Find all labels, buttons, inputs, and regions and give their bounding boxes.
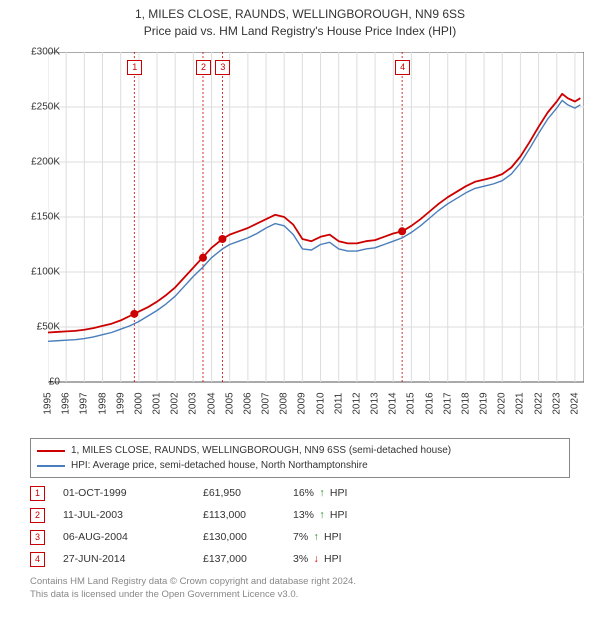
x-tick-label: 2010 (315, 392, 326, 414)
y-tick-label: £250K (14, 102, 60, 113)
legend-label: HPI: Average price, semi-detached house,… (71, 460, 368, 471)
footer: Contains HM Land Registry data © Crown c… (30, 576, 356, 602)
sale-diff: 3% ↓ HPI (293, 553, 403, 565)
x-tick-label: 2011 (333, 393, 344, 415)
footer-line-2: This data is licensed under the Open Gov… (30, 589, 356, 602)
x-tick-label: 2003 (188, 392, 199, 414)
sale-diff: 16% ↑ HPI (293, 487, 403, 499)
legend: 1, MILES CLOSE, RAUNDS, WELLINGBOROUGH, … (30, 438, 570, 478)
x-tick-label: 2009 (297, 392, 308, 414)
y-tick-label: £0 (14, 377, 60, 388)
sale-marker-3: 3 (215, 60, 230, 75)
arrow-down-icon: ↓ (311, 553, 321, 565)
legend-label: 1, MILES CLOSE, RAUNDS, WELLINGBOROUGH, … (71, 445, 451, 456)
sale-date: 06-AUG-2004 (45, 531, 203, 543)
y-tick-label: £50K (14, 322, 60, 333)
x-tick-label: 2008 (279, 392, 290, 414)
sale-row: 211-JUL-2003£113,00013% ↑ HPI (30, 504, 403, 526)
sale-marker-4: 4 (395, 60, 410, 75)
chart (48, 52, 584, 400)
x-tick-label: 2017 (442, 392, 453, 414)
x-tick-label: 2020 (497, 392, 508, 414)
x-tick-label: 2002 (170, 392, 181, 414)
x-tick-label: 1999 (115, 392, 126, 414)
x-tick-label: 2012 (351, 392, 362, 414)
x-tick-label: 2023 (551, 392, 562, 414)
arrow-up-icon: ↑ (317, 509, 327, 521)
x-tick-label: 1995 (43, 392, 54, 414)
x-tick-label: 1997 (79, 392, 90, 414)
x-tick-label: 2014 (388, 392, 399, 414)
x-tick-label: 2018 (460, 392, 471, 414)
y-tick-label: £200K (14, 157, 60, 168)
y-tick-label: £100K (14, 267, 60, 278)
sale-row: 306-AUG-2004£130,0007% ↑ HPI (30, 526, 403, 548)
sale-diff: 7% ↑ HPI (293, 531, 403, 543)
sale-price: £130,000 (203, 531, 293, 543)
sale-price: £137,000 (203, 553, 293, 565)
x-tick-label: 2000 (133, 392, 144, 414)
x-tick-label: 2005 (224, 392, 235, 414)
sale-price: £61,950 (203, 487, 293, 499)
x-tick-label: 2001 (152, 392, 163, 414)
sale-row-marker: 2 (30, 508, 45, 523)
title-line-2: Price paid vs. HM Land Registry's House … (0, 23, 600, 40)
sale-row-marker: 3 (30, 530, 45, 545)
arrow-up-icon: ↑ (317, 487, 327, 499)
sales-table: 101-OCT-1999£61,95016% ↑ HPI211-JUL-2003… (30, 482, 403, 570)
sale-row-marker: 4 (30, 552, 45, 567)
x-tick-label: 1998 (97, 392, 108, 414)
sale-date: 01-OCT-1999 (45, 487, 203, 499)
sale-row-marker: 1 (30, 486, 45, 501)
y-tick-label: £300K (14, 47, 60, 58)
x-tick-label: 2016 (424, 392, 435, 414)
sale-row: 427-JUN-2014£137,0003% ↓ HPI (30, 548, 403, 570)
sale-date: 27-JUN-2014 (45, 553, 203, 565)
sale-row: 101-OCT-1999£61,95016% ↑ HPI (30, 482, 403, 504)
sale-marker-2: 2 (196, 60, 211, 75)
legend-swatch (37, 465, 65, 467)
sale-diff: 13% ↑ HPI (293, 509, 403, 521)
x-tick-label: 1996 (61, 392, 72, 414)
sale-marker-1: 1 (127, 60, 142, 75)
x-tick-label: 2007 (261, 392, 272, 414)
x-tick-label: 2015 (406, 392, 417, 414)
legend-item: HPI: Average price, semi-detached house,… (37, 458, 563, 473)
legend-swatch (37, 450, 65, 452)
title-line-1: 1, MILES CLOSE, RAUNDS, WELLINGBOROUGH, … (0, 6, 600, 23)
x-tick-label: 2006 (242, 392, 253, 414)
y-tick-label: £150K (14, 212, 60, 223)
x-tick-label: 2013 (370, 392, 381, 414)
arrow-up-icon: ↑ (311, 531, 321, 543)
legend-item: 1, MILES CLOSE, RAUNDS, WELLINGBOROUGH, … (37, 443, 563, 458)
x-tick-label: 2004 (206, 392, 217, 414)
x-tick-label: 2021 (515, 392, 526, 414)
x-tick-label: 2019 (479, 392, 490, 414)
chart-title: 1, MILES CLOSE, RAUNDS, WELLINGBOROUGH, … (0, 0, 600, 40)
x-tick-label: 2022 (533, 392, 544, 414)
sale-price: £113,000 (203, 509, 293, 521)
footer-line-1: Contains HM Land Registry data © Crown c… (30, 576, 356, 589)
sale-date: 11-JUL-2003 (45, 509, 203, 521)
x-tick-label: 2024 (569, 392, 580, 414)
